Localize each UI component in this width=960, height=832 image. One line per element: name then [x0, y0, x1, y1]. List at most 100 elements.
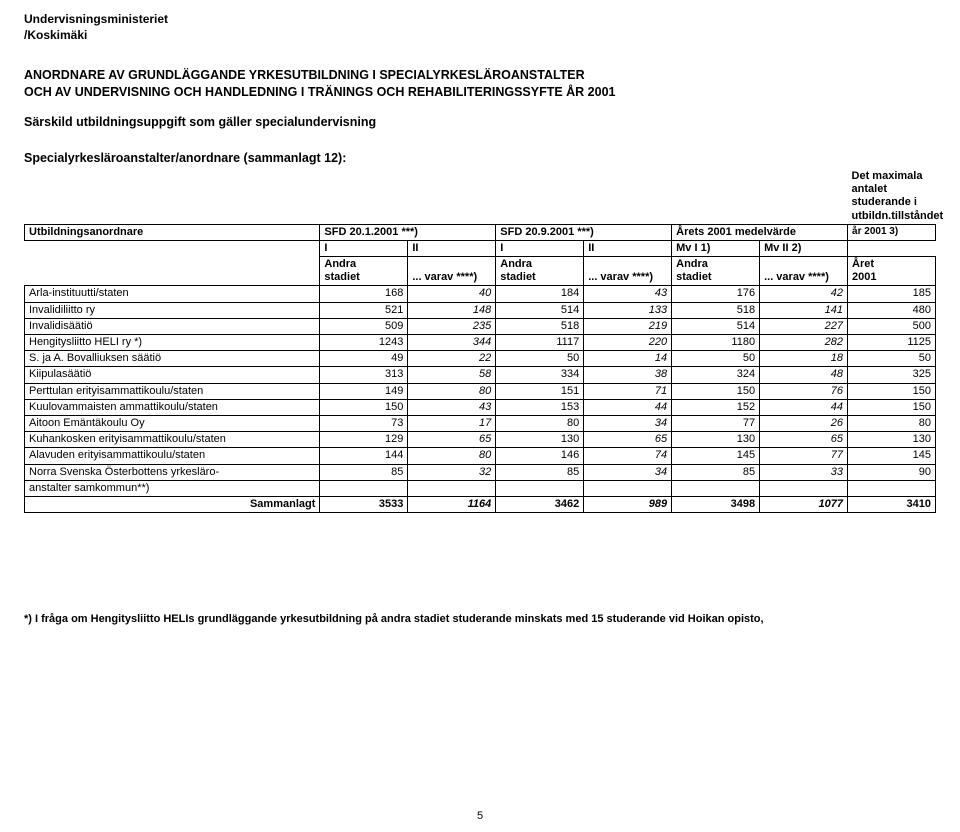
h2-II-b: II	[584, 240, 672, 256]
table-header-row1: Utbildningsanordnare SFD 20.1.2001 ***) …	[25, 224, 936, 240]
row-val: 480	[848, 302, 936, 318]
row-val: 38	[584, 367, 672, 383]
table-row: Kiipulasäätiö313583343832448325	[25, 367, 936, 383]
row-val: 184	[496, 286, 584, 302]
row-val: 77	[672, 415, 760, 431]
section-heading: Specialyrkesläroanstalter/anordnare (sam…	[24, 151, 936, 165]
row-val: 80	[408, 448, 496, 464]
row-val: 145	[672, 448, 760, 464]
table-maxbox-row: Det maximala antalet studerande i utbild…	[25, 169, 936, 224]
row-val: 220	[584, 335, 672, 351]
data-table: Det maximala antalet studerande i utbild…	[24, 169, 936, 513]
row-val: 324	[672, 367, 760, 383]
row-val: 1125	[848, 335, 936, 351]
row-val: 85	[496, 464, 584, 480]
page-number: 5	[0, 810, 960, 822]
h3-varav-a: ... varav ****)	[408, 257, 496, 286]
row-val: 34	[584, 464, 672, 480]
row-val: 44	[760, 399, 848, 415]
row-val: 76	[760, 383, 848, 399]
row-val: 77	[760, 448, 848, 464]
h3-andra-b: Andra stadiet	[496, 257, 584, 286]
h2-II-a: II	[408, 240, 496, 256]
row-val: 282	[760, 335, 848, 351]
total-5: 1077	[760, 496, 848, 512]
footnote: *) I fråga om Hengitysliitto HELIs grund…	[24, 613, 936, 625]
table-row: S. ja A. Bovalliuksen säätiö492250145018…	[25, 351, 936, 367]
h3-varav-c: ... varav ****)	[760, 257, 848, 286]
table-row: Kuhankosken erityisammattikoulu/staten12…	[25, 432, 936, 448]
row-val: 334	[496, 367, 584, 383]
row-val: 130	[672, 432, 760, 448]
maxbox-l2: antalet	[852, 183, 932, 196]
row-val: 325	[848, 367, 936, 383]
row-val: 514	[672, 318, 760, 334]
row-val: 80	[848, 415, 936, 431]
h3-andra-a-1: Andra	[324, 258, 356, 270]
row-val: 219	[584, 318, 672, 334]
table-row: Aitoon Emäntäkoulu Oy73178034772680	[25, 415, 936, 431]
row-val: 521	[320, 302, 408, 318]
total-4: 3498	[672, 496, 760, 512]
table-header-row3: Andra stadiet ... varav ****) Andra stad…	[25, 257, 936, 286]
row-val: 145	[848, 448, 936, 464]
h3-andra-a-2: stadiet	[324, 271, 359, 283]
h3-andra-b-1: Andra	[500, 258, 532, 270]
row-val: 73	[320, 415, 408, 431]
table-row: Arla-instituutti/staten16840184431764218…	[25, 286, 936, 302]
row-val: 43	[584, 286, 672, 302]
row-val: 50	[496, 351, 584, 367]
row-val: 18	[760, 351, 848, 367]
page-title-line2: OCH AV UNDERVISNING OCH HANDLEDNING I TR…	[24, 84, 936, 101]
row-name: Invalidisäätiö	[25, 318, 320, 334]
row-val: 509	[320, 318, 408, 334]
total-1: 1164	[408, 496, 496, 512]
row-val: 44	[584, 399, 672, 415]
table-total-row: Sammanlagt 3533 1164 3462 989 3498 1077 …	[25, 496, 936, 512]
row-val: 150	[848, 399, 936, 415]
row-val: 26	[760, 415, 848, 431]
row-val: 33	[760, 464, 848, 480]
row-val: 313	[320, 367, 408, 383]
row-val: 71	[584, 383, 672, 399]
col-sfd1: SFD 20.1.2001 ***)	[320, 224, 496, 240]
h3-aret-2: 2001	[852, 271, 876, 283]
table-row: Norra Svenska Österbottens yrkesläro-853…	[25, 464, 936, 480]
row-val: 50	[672, 351, 760, 367]
row-val: 65	[760, 432, 848, 448]
page-title-line1: ANORDNARE AV GRUNDLÄGGANDE YRKESUTBILDNI…	[24, 67, 936, 84]
row-val: 518	[672, 302, 760, 318]
maxbox-cell: Det maximala antalet studerande i utbild…	[848, 169, 936, 224]
h2-Mv1: Mv I 1)	[672, 240, 760, 256]
row-name: Kuulovammaisten ammattikoulu/staten	[25, 399, 320, 415]
row-val: 152	[672, 399, 760, 415]
row-val: 74	[584, 448, 672, 464]
total-3: 989	[584, 496, 672, 512]
doc-header-line2: /Koskimäki	[24, 28, 936, 44]
row-val: 65	[408, 432, 496, 448]
row-val: 34	[584, 415, 672, 431]
row-val: 1180	[672, 335, 760, 351]
row-val: 130	[496, 432, 584, 448]
table-row: Hengitysliitto HELI ry *)124334411172201…	[25, 335, 936, 351]
row-name: Alavuden erityisammattikoulu/staten	[25, 448, 320, 464]
row-val: 144	[320, 448, 408, 464]
col-maxyear: år 2001 3)	[848, 224, 936, 240]
row-name: Hengitysliitto HELI ry *)	[25, 335, 320, 351]
row-val: 17	[408, 415, 496, 431]
maxbox-l3: studerande i	[852, 196, 932, 209]
h3-andra-c-2: stadiet	[676, 271, 711, 283]
row-name: S. ja A. Bovalliuksen säätiö	[25, 351, 320, 367]
row-val: 227	[760, 318, 848, 334]
row-val: 90	[848, 464, 936, 480]
h3-aret-1: Året	[852, 258, 874, 270]
h3-andra-c: Andra stadiet	[672, 257, 760, 286]
row-val: 49	[320, 351, 408, 367]
row-val: 149	[320, 383, 408, 399]
table-cont-row: anstalter samkommun**)	[25, 480, 936, 496]
row-val: 185	[848, 286, 936, 302]
row-val: 43	[408, 399, 496, 415]
row-name: Perttulan erityisammattikoulu/staten	[25, 383, 320, 399]
row-val: 1117	[496, 335, 584, 351]
row-val: 42	[760, 286, 848, 302]
